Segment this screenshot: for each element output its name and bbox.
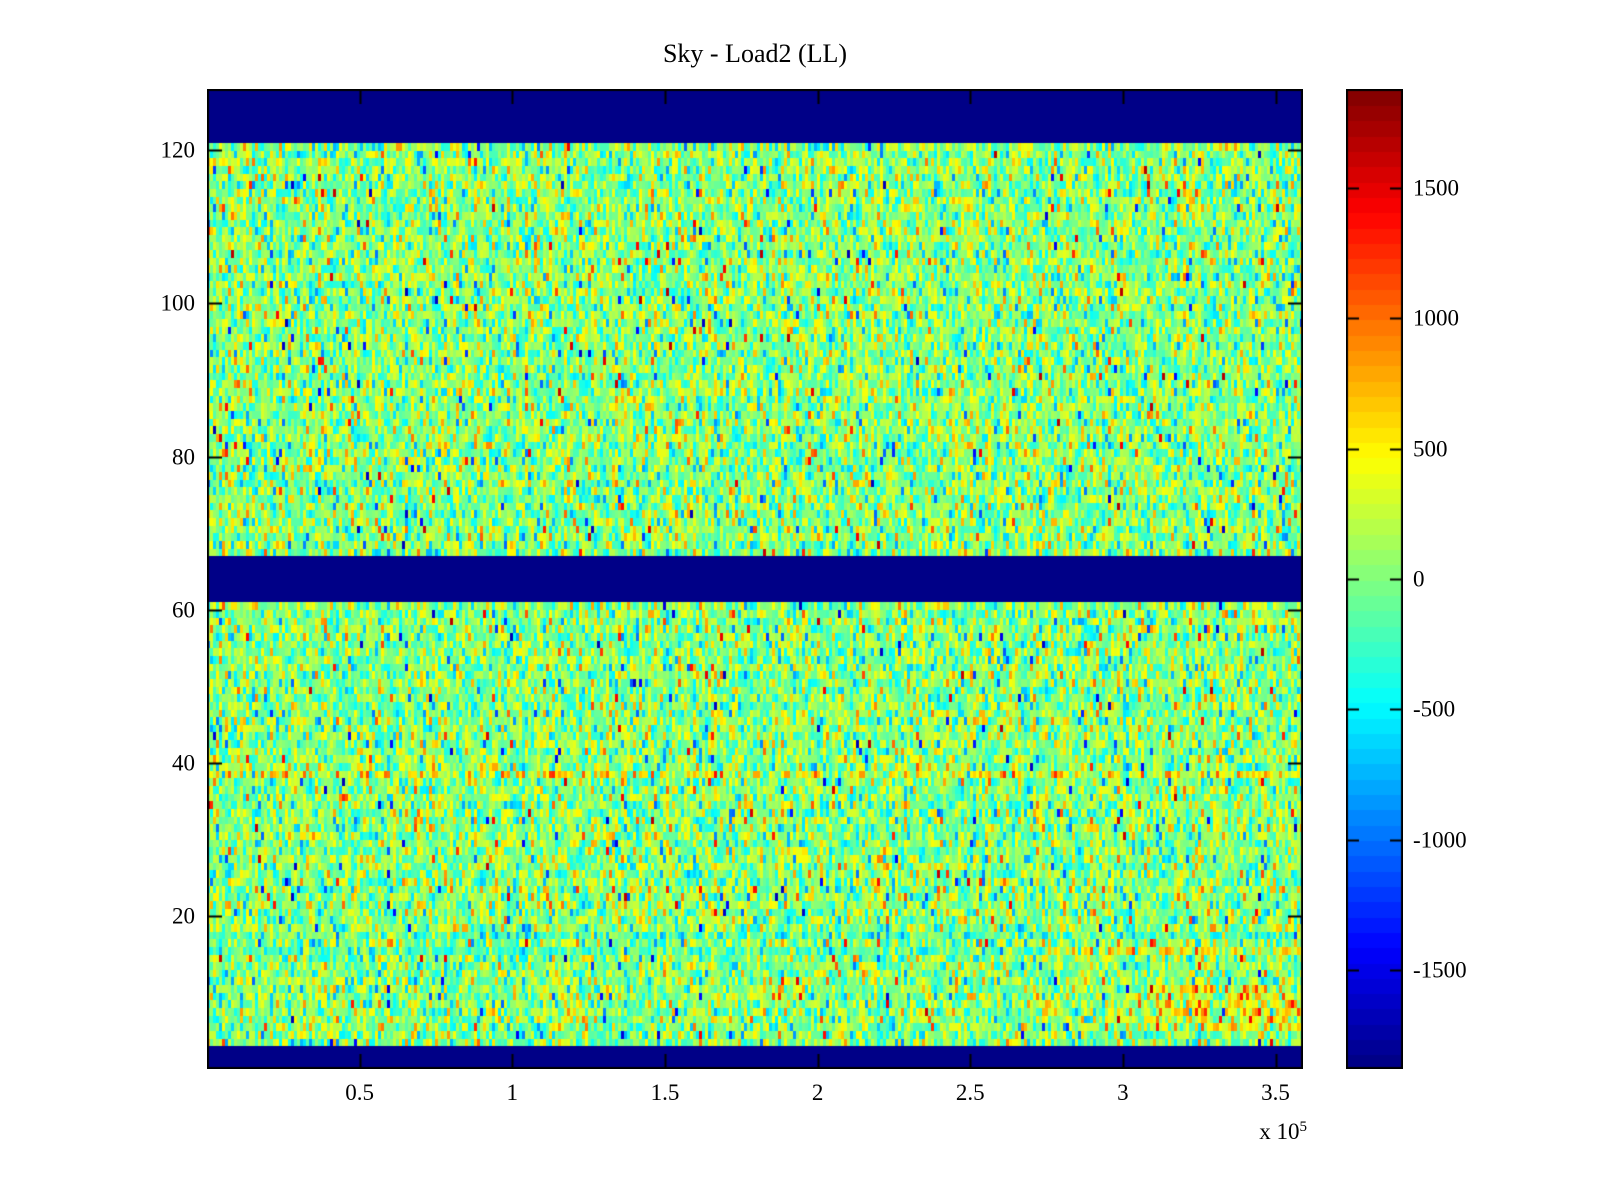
x-tick-label: 2.5	[955, 1080, 985, 1105]
x-axis-exponent-power: 5	[1299, 1119, 1308, 1135]
plot-title: Sky - Load2 (LL)	[662, 39, 848, 68]
y-tick-label: 80	[172, 444, 195, 469]
x-tick-label: 2	[811, 1080, 824, 1105]
y-tick-label: 120	[160, 137, 196, 163]
y-tick-label: 100	[160, 290, 196, 316]
x-tick-label: 3.5	[1261, 1080, 1290, 1105]
y-tick-label: 20	[172, 903, 195, 929]
x-tick-label: 1.5	[650, 1080, 680, 1105]
colorbar-tick-label: 1500	[1413, 175, 1459, 201]
x-tick-label: 1	[506, 1080, 519, 1105]
colorbar-tick-label: 0	[1413, 566, 1425, 592]
x-tick-label: 3	[1117, 1080, 1129, 1105]
heatmap-canvas	[207, 89, 1303, 1069]
x-axis-exponent-label: x 105	[1150, 1118, 1307, 1146]
colorbar-tick-label: -1000	[1413, 827, 1467, 853]
colorbar-tick-label: -500	[1413, 696, 1456, 722]
x-tick-label: 0.5	[345, 1080, 375, 1105]
y-tick-label: 60	[172, 597, 195, 623]
colorbar-tick-label: 500	[1413, 436, 1448, 462]
colorbar-tick-label: -1500	[1413, 957, 1467, 983]
colorbar-canvas	[1346, 89, 1403, 1069]
x-axis-exponent-prefix: x 10	[1259, 1119, 1300, 1144]
y-tick-label: 40	[172, 750, 195, 776]
colorbar-tick-label: 1000	[1413, 305, 1459, 331]
